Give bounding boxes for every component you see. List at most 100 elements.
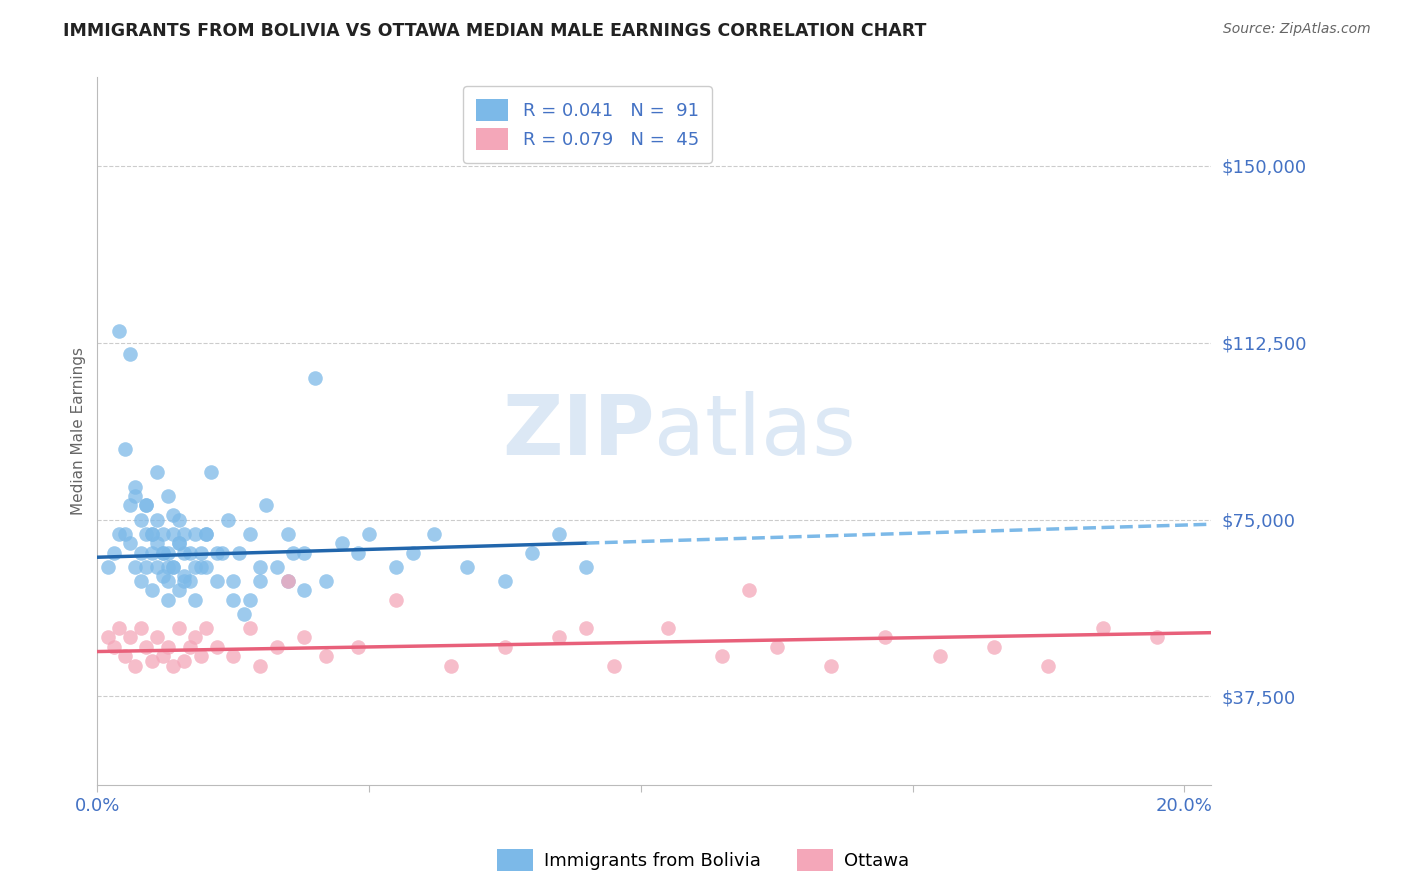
Point	[254, 499, 277, 513]
Point	[135, 640, 157, 654]
Legend: Immigrants from Bolivia, Ottawa: Immigrants from Bolivia, Ottawa	[489, 842, 917, 879]
Point	[146, 466, 169, 480]
Point	[135, 499, 157, 513]
Point	[124, 559, 146, 574]
Point	[118, 536, 141, 550]
Point	[173, 569, 195, 583]
Point	[162, 658, 184, 673]
Point	[315, 649, 337, 664]
Point	[1091, 621, 1114, 635]
Point	[238, 592, 260, 607]
Point	[602, 658, 624, 673]
Point	[184, 631, 207, 645]
Point	[162, 508, 184, 522]
Point	[97, 631, 120, 645]
Point	[222, 649, 245, 664]
Point	[124, 658, 146, 673]
Point	[103, 640, 125, 654]
Point	[173, 545, 195, 559]
Point	[304, 371, 326, 385]
Point	[162, 559, 184, 574]
Point	[152, 526, 174, 541]
Point	[146, 512, 169, 526]
Point	[114, 442, 136, 456]
Point	[173, 526, 195, 541]
Point	[820, 658, 842, 673]
Point	[249, 559, 271, 574]
Point	[875, 631, 897, 645]
Point	[167, 621, 190, 635]
Point	[156, 545, 179, 559]
Point	[238, 526, 260, 541]
Point	[167, 583, 190, 598]
Point	[103, 545, 125, 559]
Point	[146, 559, 169, 574]
Point	[347, 640, 370, 654]
Point	[217, 512, 239, 526]
Point	[439, 658, 461, 673]
Point	[118, 347, 141, 361]
Point	[385, 559, 408, 574]
Point	[765, 640, 787, 654]
Point	[167, 512, 190, 526]
Point	[152, 545, 174, 559]
Text: Source: ZipAtlas.com: Source: ZipAtlas.com	[1223, 22, 1371, 37]
Point	[108, 526, 131, 541]
Point	[179, 640, 201, 654]
Point	[711, 649, 734, 664]
Point	[292, 631, 315, 645]
Point	[548, 631, 571, 645]
Point	[118, 499, 141, 513]
Point	[179, 545, 201, 559]
Point	[135, 559, 157, 574]
Point	[347, 545, 370, 559]
Point	[190, 649, 212, 664]
Point	[494, 640, 516, 654]
Point	[184, 526, 207, 541]
Point	[156, 574, 179, 588]
Point	[548, 526, 571, 541]
Point	[152, 569, 174, 583]
Point	[1038, 658, 1060, 673]
Point	[401, 545, 423, 559]
Point	[205, 640, 228, 654]
Point	[281, 545, 304, 559]
Point	[928, 649, 950, 664]
Point	[162, 559, 184, 574]
Point	[135, 526, 157, 541]
Point	[494, 574, 516, 588]
Text: atlas: atlas	[654, 391, 856, 472]
Point	[200, 466, 222, 480]
Point	[205, 574, 228, 588]
Point	[205, 545, 228, 559]
Point	[190, 559, 212, 574]
Point	[277, 574, 299, 588]
Point	[156, 592, 179, 607]
Point	[141, 526, 163, 541]
Point	[124, 489, 146, 503]
Point	[195, 526, 218, 541]
Point	[156, 559, 179, 574]
Point	[575, 559, 598, 574]
Point	[141, 654, 163, 668]
Point	[423, 526, 446, 541]
Point	[114, 526, 136, 541]
Point	[190, 545, 212, 559]
Point	[195, 559, 218, 574]
Point	[315, 574, 337, 588]
Point	[233, 607, 256, 621]
Point	[266, 640, 288, 654]
Point	[146, 536, 169, 550]
Point	[266, 559, 288, 574]
Point	[330, 536, 353, 550]
Point	[277, 526, 299, 541]
Point	[238, 621, 260, 635]
Point	[173, 574, 195, 588]
Y-axis label: Median Male Earnings: Median Male Earnings	[72, 347, 86, 515]
Point	[129, 512, 152, 526]
Point	[277, 574, 299, 588]
Point	[195, 526, 218, 541]
Point	[195, 621, 218, 635]
Point	[385, 592, 408, 607]
Text: IMMIGRANTS FROM BOLIVIA VS OTTAWA MEDIAN MALE EARNINGS CORRELATION CHART: IMMIGRANTS FROM BOLIVIA VS OTTAWA MEDIAN…	[63, 22, 927, 40]
